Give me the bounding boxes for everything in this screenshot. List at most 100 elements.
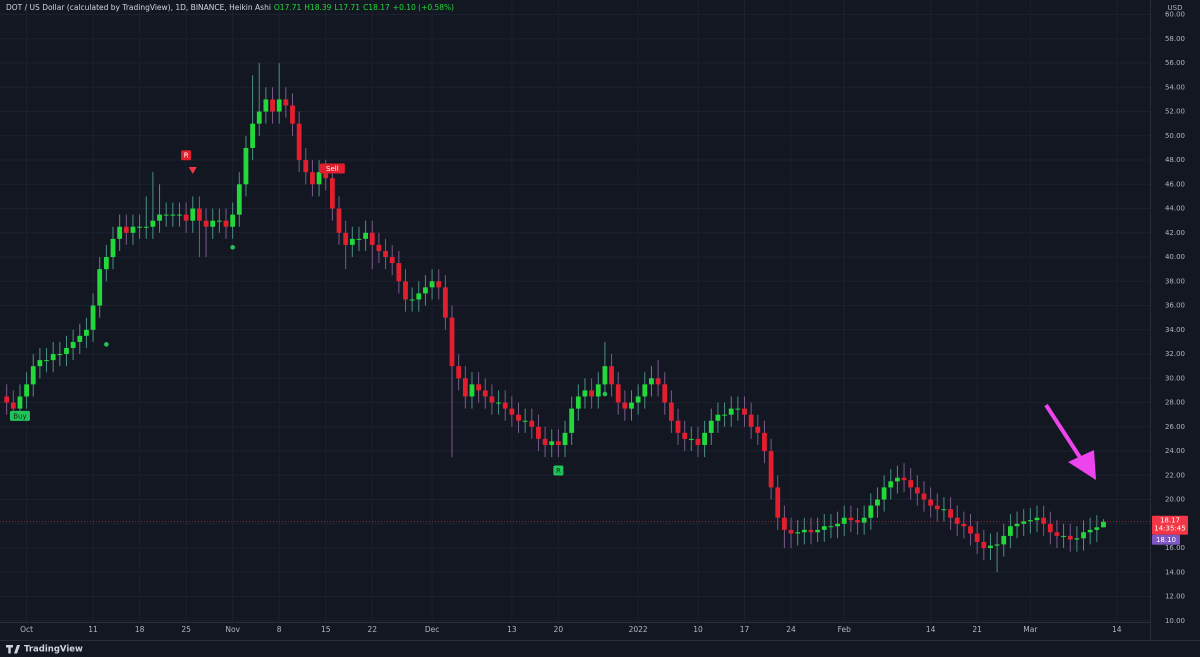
candle-body <box>10 402 16 409</box>
candle-body <box>529 420 535 427</box>
x-tick-label: 11 <box>88 625 98 634</box>
candle-body <box>768 451 774 488</box>
candle-body <box>868 505 874 518</box>
candle-body <box>808 529 814 533</box>
candle-body <box>516 414 521 421</box>
candle-body <box>50 354 56 361</box>
x-tick-label: 14 <box>1112 625 1122 634</box>
y-tick-label: 22.00 <box>1165 471 1185 479</box>
candle-body <box>549 441 555 445</box>
candle-body <box>622 402 628 409</box>
candle-body <box>84 329 89 336</box>
candle-body <box>170 214 176 216</box>
signal-label-box <box>553 465 564 476</box>
candle-body <box>1074 538 1080 540</box>
candle-body <box>157 214 162 221</box>
branding: TradingView <box>5 645 83 655</box>
candle-body <box>4 396 10 403</box>
candle-body <box>522 420 528 422</box>
candle-body <box>376 244 382 251</box>
candle-body <box>57 354 63 356</box>
candle-body <box>801 529 807 533</box>
candle-body <box>575 396 581 409</box>
candle-body <box>668 402 674 421</box>
candle-body <box>781 517 787 530</box>
candle-body <box>476 384 482 391</box>
y-tick-label: 20.00 <box>1165 496 1185 504</box>
candle-body <box>901 477 907 481</box>
candle-body <box>216 220 222 222</box>
candle-body <box>821 526 827 530</box>
candle-body <box>1008 526 1013 536</box>
candle-body <box>1054 532 1060 536</box>
logo <box>5 645 20 654</box>
candle-body <box>423 287 428 294</box>
candle-body <box>861 517 867 523</box>
candle-body <box>1001 535 1007 545</box>
x-tick-label: 8 <box>277 625 282 634</box>
candle-body <box>542 438 548 445</box>
signal-dot <box>602 391 608 397</box>
candle-body <box>968 526 973 534</box>
candle-body <box>383 250 388 258</box>
y-tick-label: 36.00 <box>1165 302 1185 310</box>
signal-dot <box>104 342 109 347</box>
legend-part: DOT / US Dollar (calculated by TradingVi… <box>6 3 271 12</box>
candle-body <box>323 172 329 179</box>
y-tick-label: 40.00 <box>1165 253 1185 261</box>
candle-body <box>496 402 501 404</box>
candle-body <box>675 420 681 433</box>
candle-body <box>914 487 920 494</box>
candle-body <box>17 396 23 409</box>
candle-body <box>236 184 242 215</box>
candle-body <box>1027 520 1033 522</box>
candle-body <box>715 414 721 421</box>
candle-body <box>908 480 914 488</box>
y-tick-label: 56.00 <box>1165 59 1185 67</box>
x-tick-label: Nov <box>225 625 240 634</box>
candle-body <box>708 420 714 433</box>
signal-dot <box>230 245 235 250</box>
y-tick-label: 14.00 <box>1165 568 1185 576</box>
candle-body <box>502 402 508 409</box>
arrow-head <box>1068 450 1096 480</box>
candle-body <box>190 208 196 221</box>
candle-body <box>682 432 688 439</box>
x-tick-label: 10 <box>693 625 703 634</box>
candle-body <box>1047 523 1053 533</box>
candle-body <box>30 366 36 385</box>
second-price-label: 18.10 <box>1156 536 1176 544</box>
brand-name: TradingView <box>24 645 83 655</box>
legend-part: +0.10 (+0.58%) <box>393 3 454 12</box>
candle-body <box>795 532 801 534</box>
candle-body <box>848 517 854 521</box>
candle-body <box>290 105 295 124</box>
candle-body <box>1101 521 1106 528</box>
candle-body <box>775 487 781 518</box>
signal-triangle <box>188 166 197 174</box>
x-tick-label: 21 <box>972 625 982 634</box>
signal-label: R <box>184 152 189 160</box>
candle-body <box>143 226 149 228</box>
signal-label-box <box>181 150 192 161</box>
candle-body <box>97 269 103 306</box>
y-tick-label: 32.00 <box>1165 350 1185 358</box>
candle-body <box>409 299 415 301</box>
candle-body <box>283 99 289 106</box>
candle-body <box>230 214 236 227</box>
x-tick-label: 15 <box>321 625 331 634</box>
x-tick-label: Mar <box>1023 625 1038 634</box>
candle-body <box>921 493 927 500</box>
candle-body <box>456 366 462 379</box>
candle-body <box>303 160 309 173</box>
candle-body <box>649 378 654 385</box>
x-tick-label: 2022 <box>629 625 648 634</box>
overlay: Buy R Sell R <box>0 150 1150 523</box>
candle-body <box>469 384 475 397</box>
candle-body <box>1034 517 1040 521</box>
y-tick-label: 12.00 <box>1165 593 1185 601</box>
signal-label: R <box>556 467 561 475</box>
last-price-label: 18.17 <box>1160 517 1180 525</box>
candle-body <box>263 99 269 112</box>
legend-part: C18.17 <box>363 3 390 12</box>
